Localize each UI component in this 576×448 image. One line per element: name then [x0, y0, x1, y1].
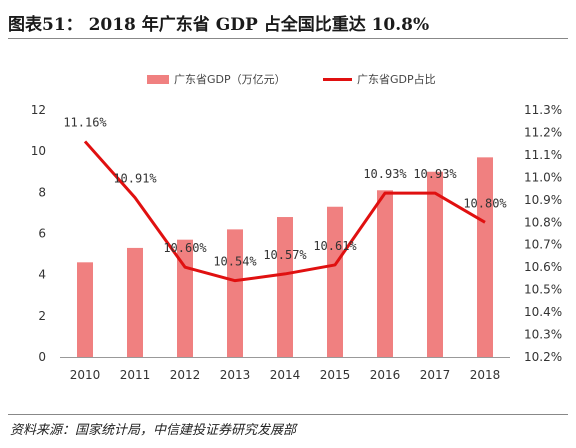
left-tick-label: 2 [38, 309, 46, 323]
bar-2014 [277, 217, 293, 357]
x-tick-label: 2017 [420, 368, 451, 382]
left-tick-label: 10 [31, 144, 46, 158]
right-tick-label: 10.2% [524, 350, 562, 364]
legend-bar-label: 广东省GDP（万亿元） [174, 73, 286, 86]
left-tick-label: 12 [31, 103, 46, 117]
right-tick-label: 10.8% [524, 215, 562, 229]
right-tick-label: 11.2% [524, 125, 562, 139]
x-tick-label: 2011 [120, 368, 151, 382]
left-axis-ticks: 0 2 4 6 8 10 12 [31, 103, 46, 364]
right-tick-label: 10.3% [524, 328, 562, 342]
share-label-2013: 10.54% [213, 255, 257, 269]
share-label-2016: 10.93% [363, 167, 407, 181]
share-label-2011: 10.91% [113, 172, 157, 186]
bar-2017 [427, 171, 443, 357]
share-label-2015: 10.61% [313, 239, 357, 253]
bar-series [77, 157, 493, 357]
share-line [83, 140, 486, 283]
share-label-2014: 10.57% [263, 248, 307, 262]
x-axis-ticks: 2010 2011 2012 2013 2014 2015 2016 2017 2018 [70, 368, 501, 382]
source-note: 资料来源：国家统计局，中信建投证券研究发展部 [10, 423, 297, 438]
footer-divider [8, 414, 568, 415]
legend-bar-swatch [147, 75, 169, 84]
share-label-2017: 10.93% [413, 167, 457, 181]
bar-2018 [477, 157, 493, 357]
chart-title: 图表51： 2018 年广东省 GDP 占全国比重达 10.8% [8, 15, 430, 35]
title-divider [8, 38, 568, 39]
x-tick-label: 2014 [270, 368, 301, 382]
right-tick-label: 10.4% [524, 305, 562, 319]
right-tick-label: 10.5% [524, 283, 562, 297]
share-data-labels: 11.16% 10.91% 10.60% 10.54% 10.57% 10.61% 10.9… [63, 115, 507, 268]
bar-2015 [327, 206, 343, 357]
x-tick-label: 2018 [470, 368, 501, 382]
x-tick-label: 2015 [320, 368, 351, 382]
right-tick-label: 11.1% [524, 148, 562, 162]
bar-2010 [77, 262, 93, 357]
legend-line-label: 广东省GDP占比 [357, 72, 436, 86]
right-tick-label: 11.3% [524, 103, 562, 117]
x-tick-label: 2016 [370, 368, 401, 382]
x-tick-label: 2012 [170, 368, 201, 382]
chart: 广东省GDP（万亿元） 广东省GDP占比 0 2 4 6 8 10 12 10.2% 10.3… [31, 72, 562, 382]
right-tick-label: 10.7% [524, 238, 562, 252]
right-axis-ticks: 10.2% 10.3% 10.4% 10.5% 10.6% 10.7% 10.8% 10.9%… [524, 103, 562, 364]
left-tick-label: 0 [38, 350, 46, 364]
bar-2011 [127, 247, 143, 357]
bar-2016 [377, 190, 393, 357]
legend: 广东省GDP（万亿元） 广东省GDP占比 [147, 72, 436, 86]
share-label-2012: 10.60% [163, 241, 207, 255]
x-tick-label: 2013 [220, 368, 251, 382]
bar-2013 [227, 229, 243, 357]
share-label-2018: 10.80% [463, 196, 507, 210]
right-tick-label: 11.0% [524, 170, 562, 184]
right-tick-label: 10.6% [524, 260, 562, 274]
x-tick-label: 2010 [70, 368, 101, 382]
share-label-2010: 11.16% [63, 115, 107, 129]
right-tick-label: 10.9% [524, 193, 562, 207]
left-tick-label: 4 [38, 268, 46, 282]
left-tick-label: 8 [38, 185, 46, 199]
left-tick-label: 6 [38, 227, 46, 241]
